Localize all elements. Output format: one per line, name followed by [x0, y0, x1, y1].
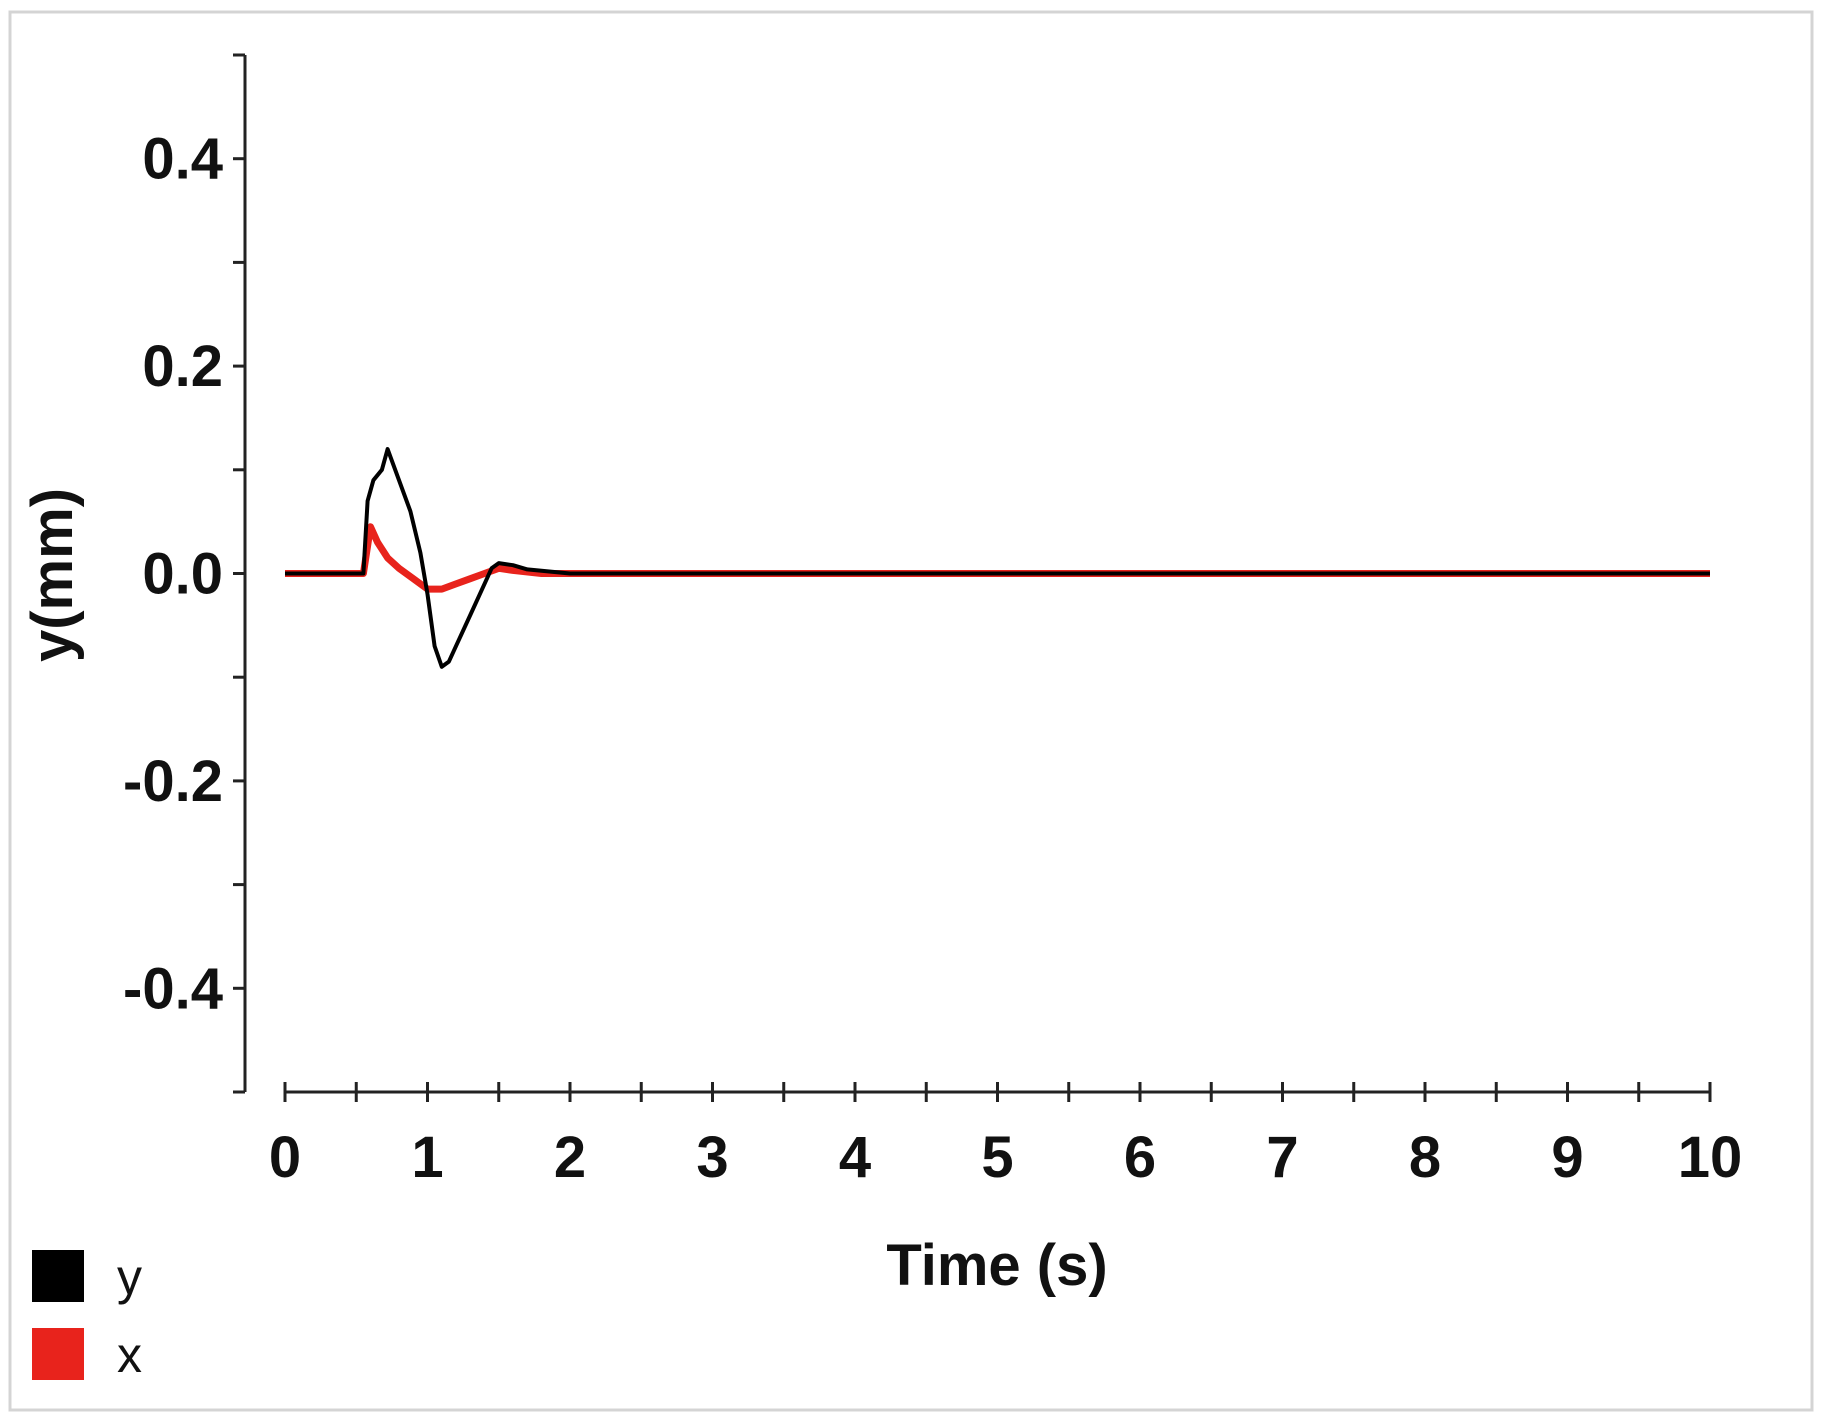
x-tick-label: 6 [1124, 1125, 1156, 1190]
y-tick-label: -0.4 [123, 956, 223, 1021]
series-layer [285, 447, 1710, 669]
figure-border [8, 10, 1814, 1412]
x-tick-label: 5 [981, 1125, 1013, 1190]
x-tick-label: 0 [269, 1125, 301, 1190]
x-tick-label: 8 [1409, 1125, 1441, 1190]
x-tick-label: 1 [411, 1125, 443, 1190]
y-axis-title: y(mm) [20, 488, 85, 662]
x-tick-label: 10 [1678, 1125, 1743, 1190]
plot-area: 0.4 0.2 0.0 -0.2 -0.4 0 1 2 3 4 5 6 7 8 9 10 [123, 53, 1742, 1190]
x-tick-label: 3 [696, 1125, 728, 1190]
legend-swatch-y [32, 1250, 84, 1302]
x-tick-label: 4 [839, 1125, 871, 1190]
legend-label-y: y [117, 1249, 142, 1305]
x-tick-label: 2 [554, 1125, 586, 1190]
x-axis-title: Time (s) [886, 1233, 1107, 1298]
series-line-y [285, 447, 1710, 669]
x-tick-label: 7 [1266, 1125, 1298, 1190]
legend: yx [32, 1249, 142, 1383]
y-tick-label: 0.2 [142, 334, 223, 399]
x-tick-label: 9 [1551, 1125, 1583, 1190]
y-tick-label: -0.2 [123, 749, 223, 814]
x-axis: 0 1 2 3 4 5 6 7 8 9 10 [269, 1082, 1742, 1190]
y-tick-label: 0.0 [142, 542, 223, 607]
legend-label-x: x [117, 1327, 142, 1383]
y-tick-label: 0.4 [142, 127, 223, 192]
y-axis: 0.4 0.2 0.0 -0.2 -0.4 [123, 53, 247, 1094]
legend-swatch-x [32, 1328, 84, 1380]
